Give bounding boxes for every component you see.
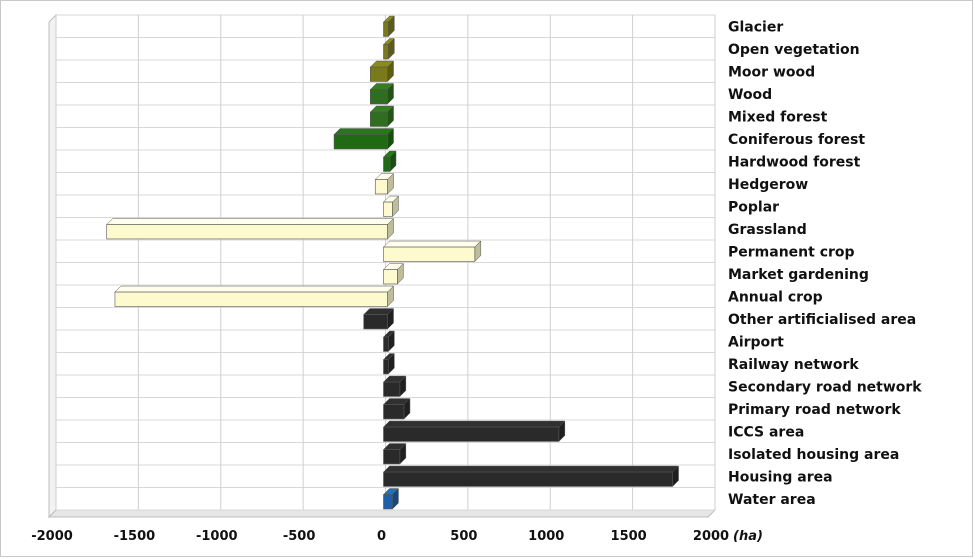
category-label: Open vegetation bbox=[728, 42, 860, 58]
x-tick-label: -1500 bbox=[114, 529, 156, 544]
bar-hardwood-forest bbox=[382, 150, 397, 173]
category-label: Hardwood forest bbox=[728, 154, 861, 170]
category-label: Primary road network bbox=[728, 402, 901, 418]
category-label: Airport bbox=[728, 334, 784, 350]
bar-secondary-road-network bbox=[382, 375, 407, 398]
grid-layer bbox=[47, 13, 717, 519]
bar-hedgerow bbox=[374, 172, 395, 195]
category-label: Mixed forest bbox=[728, 109, 828, 125]
category-label: Glacier bbox=[728, 19, 783, 35]
category-label: Isolated housing area bbox=[728, 447, 899, 463]
bar-glacier bbox=[382, 15, 395, 38]
bar-grassland bbox=[106, 217, 395, 240]
category-label: Poplar bbox=[728, 199, 779, 215]
x-tick-label: 2000 bbox=[693, 529, 729, 544]
bar-market-gardening bbox=[382, 262, 404, 285]
category-label: Moor wood bbox=[728, 64, 815, 80]
x-axis-unit-label: (ha) bbox=[733, 529, 763, 544]
category-label: Permanent crop bbox=[728, 244, 855, 260]
category-label: Grassland bbox=[728, 222, 807, 238]
x-tick-label: -2000 bbox=[31, 529, 73, 544]
category-label: Other artificialised area bbox=[728, 312, 916, 328]
left-wall bbox=[48, 13, 57, 519]
category-label: Hedgerow bbox=[728, 177, 808, 193]
category-labels: Glacier Open vegetation Moor wood Wood Mixed… bbox=[728, 19, 922, 508]
category-label: Coniferous forest bbox=[728, 132, 865, 148]
bar-housing-area bbox=[382, 465, 680, 488]
bar-permanent-crop bbox=[382, 240, 482, 263]
x-tick-label: 1000 bbox=[528, 529, 564, 544]
category-label: Secondary road network bbox=[728, 379, 922, 395]
bar-poplar bbox=[382, 195, 400, 218]
bar-primary-road-network bbox=[382, 397, 411, 420]
category-label: Water area bbox=[728, 492, 816, 508]
x-tick-label: 1500 bbox=[611, 529, 647, 544]
x-tick-label: -1000 bbox=[196, 529, 238, 544]
bar-water-area bbox=[382, 487, 400, 510]
bar-annual-crop bbox=[114, 285, 395, 308]
bar-open-vegetation bbox=[382, 37, 395, 60]
bar-airport bbox=[382, 330, 395, 353]
bar-railway-network bbox=[382, 352, 395, 375]
bar-mixed-forest bbox=[369, 105, 395, 128]
bar-isolated-housing-area bbox=[382, 442, 407, 465]
x-axis-ticks: -2000 -1500 -1000 -500 0 500 1000 1500 2000 bbox=[31, 529, 729, 544]
category-label: Housing area bbox=[728, 469, 833, 485]
bar-coniferous-forest bbox=[333, 127, 395, 150]
category-label: Wood bbox=[728, 87, 772, 103]
bar-other-artificialised-area bbox=[363, 307, 395, 330]
category-label: Market gardening bbox=[728, 267, 869, 283]
category-label: Annual crop bbox=[728, 289, 823, 305]
x-tick-label: 500 bbox=[450, 529, 477, 544]
bars-layer bbox=[106, 15, 680, 510]
category-label: ICCS area bbox=[728, 424, 804, 440]
bar-moor-wood bbox=[369, 60, 395, 83]
category-label: Railway network bbox=[728, 357, 859, 373]
x-tick-label: 0 bbox=[377, 529, 386, 544]
bar-wood bbox=[369, 82, 395, 105]
floor bbox=[47, 509, 717, 518]
x-tick-label: -500 bbox=[283, 529, 316, 544]
bar-iccs-area bbox=[382, 420, 566, 443]
